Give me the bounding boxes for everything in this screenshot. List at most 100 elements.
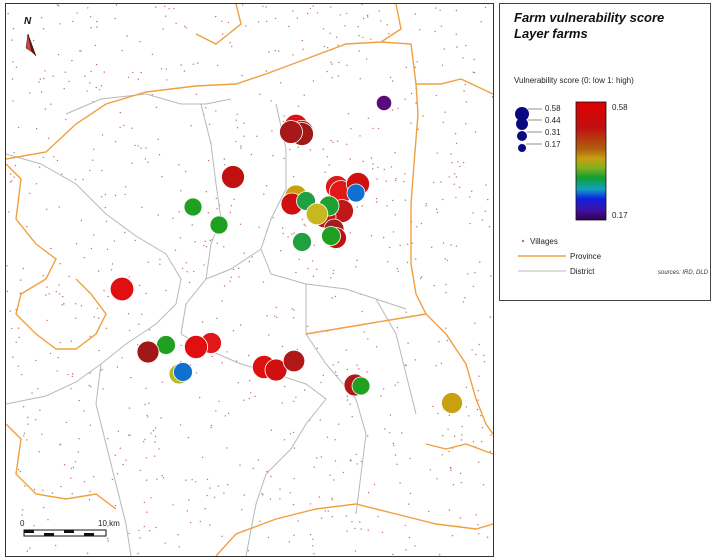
village-point [320,381,322,384]
village-point [83,256,86,259]
village-point [11,180,13,182]
village-point [40,17,43,19]
village-point [94,44,97,47]
farm-marker[interactable] [305,202,329,226]
village-point [333,479,335,481]
farm-marker[interactable] [173,362,193,382]
village-point [456,46,458,48]
village-point [293,447,296,449]
village-point [439,9,441,11]
village-point [415,102,417,104]
village-point [92,159,94,161]
village-point [309,503,312,505]
village-point [392,553,394,556]
farm-marker[interactable] [183,334,208,359]
village-point [13,176,15,178]
village-point [448,450,450,453]
village-point [93,476,95,478]
village-point [155,6,157,8]
farm-marker[interactable] [136,340,160,364]
village-point [26,226,28,228]
village-point [383,236,385,239]
farm-marker[interactable] [351,376,371,396]
village-point [312,5,314,7]
village-point [239,464,241,466]
farm-marker[interactable] [292,232,312,252]
village-point [329,32,331,34]
village-point [269,498,272,500]
farm-marker[interactable] [321,226,341,246]
village-point [312,275,315,277]
farm-marker[interactable] [221,165,245,189]
village-point [337,75,339,77]
village-point [104,206,107,209]
village-point [257,21,260,23]
village-point [82,178,84,181]
village-point [442,434,444,437]
village-point [332,269,335,272]
village-point [360,528,362,530]
village-point [90,27,92,29]
province-boundary [6,163,107,350]
village-point [350,459,352,461]
village-point [126,35,128,37]
village-point [22,406,25,408]
farm-marker[interactable] [282,349,306,373]
village-point [357,26,359,28]
village-point [289,148,291,151]
village-point [292,503,295,506]
village-point [480,415,482,417]
village-point [451,535,454,537]
farm-marker[interactable] [264,358,288,382]
village-point [53,156,55,158]
map-frame[interactable]: N 0 10 km [5,3,494,557]
village-point [414,545,416,547]
villages-layer [6,4,493,556]
village-point [56,159,59,162]
farm-marker[interactable] [279,120,303,144]
village-point [394,179,397,182]
village-point [138,284,141,286]
village-point [452,484,455,486]
farm-marker[interactable] [183,197,203,217]
village-point [195,372,198,374]
village-point [408,503,410,505]
village-point [138,323,140,325]
village-point [405,311,407,313]
farm-marker[interactable] [209,215,229,235]
village-point [223,158,225,160]
village-point [328,164,330,166]
village-point [370,38,372,40]
farm-marker[interactable] [441,392,463,414]
village-point [460,481,462,484]
village-point [262,281,265,283]
village-point [460,439,463,441]
village-point [226,447,228,449]
village-point [350,128,352,130]
village-point [70,467,73,470]
village-point [35,128,38,130]
farm-marker[interactable] [109,276,135,302]
farm-marker[interactable] [375,94,393,112]
village-point [35,359,37,362]
village-point [205,107,207,109]
map-canvas[interactable]: N 0 10 km [6,4,493,556]
village-point [189,521,192,524]
village-point [480,21,482,23]
village-point [381,531,384,533]
village-point [87,7,89,9]
village-point [164,542,166,544]
village-point [180,344,182,347]
farms-layer [109,94,463,414]
village-point [247,550,250,552]
village-point [201,456,204,458]
village-point [321,517,323,519]
farm-marker[interactable] [346,183,366,203]
village-point [464,297,466,299]
village-point [420,222,423,225]
village-point [243,252,245,254]
village-point [137,78,139,80]
village-point [9,310,11,312]
village-point [394,152,396,154]
village-point [489,316,492,318]
